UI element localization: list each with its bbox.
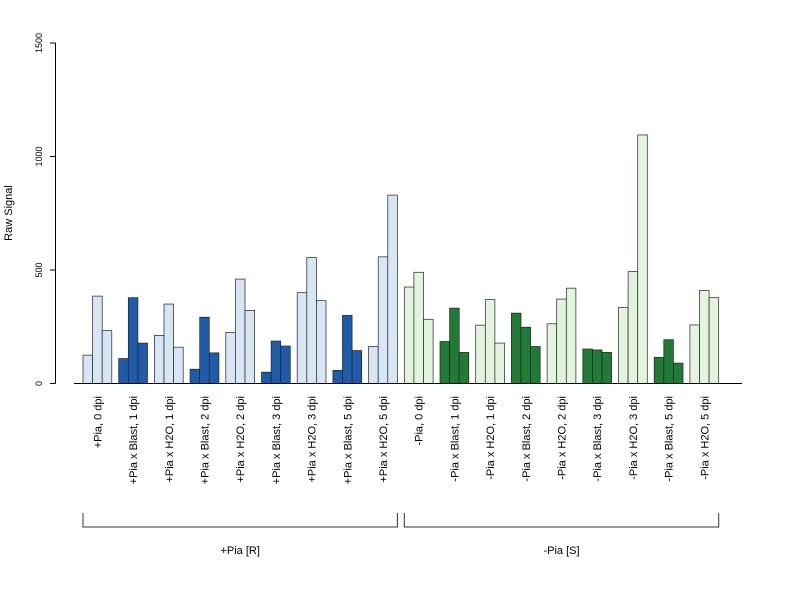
- x-tick-label: -Pia x Blast, 1 dpi: [449, 396, 461, 482]
- bar: [351, 350, 363, 384]
- bar: [127, 297, 139, 384]
- bar: [342, 315, 353, 384]
- x-tick-label: +Pia x H2O, 1 dpi: [164, 396, 176, 483]
- bar: [368, 346, 379, 384]
- bar: [708, 297, 720, 384]
- x-tick-label: +Pia, 0 dpi: [92, 396, 104, 448]
- bar: [296, 292, 308, 384]
- bar: [582, 348, 593, 384]
- bar: [653, 357, 665, 384]
- x-tick-label: -Pia x H2O, 2 dpi: [557, 396, 569, 480]
- bar: [699, 290, 710, 384]
- bar: [511, 312, 522, 384]
- x-tick-label: -Pia x H2O, 1 dpi: [485, 396, 497, 480]
- bar: [494, 342, 505, 384]
- x-tick-label: +Pia x H2O, 2 dpi: [235, 396, 247, 483]
- y-tick-label: 1000: [34, 146, 44, 166]
- x-tick-label: -Pia x Blast, 2 dpi: [521, 396, 533, 482]
- bar: [137, 342, 148, 384]
- bar: [261, 371, 272, 384]
- bar: [163, 303, 174, 384]
- bar: [475, 324, 486, 384]
- bar: [627, 271, 639, 384]
- bar: [235, 278, 246, 384]
- bar: [208, 352, 220, 384]
- bar: [530, 346, 541, 384]
- bar: [439, 341, 450, 384]
- bar: [556, 298, 567, 384]
- y-tick-label: 500: [34, 262, 44, 277]
- bar: [601, 352, 612, 384]
- group-label: -Pia [S]: [543, 545, 579, 557]
- bar: [101, 330, 113, 384]
- x-tick-label: +Pia x Blast, 2 dpi: [200, 396, 212, 484]
- bar: [520, 326, 531, 384]
- x-tick-label: +Pia x H2O, 5 dpi: [378, 396, 390, 483]
- x-tick-label: -Pia x Blast, 3 dpi: [592, 396, 604, 482]
- group-brackets: +Pia [R] -Pia [S]: [82, 513, 720, 557]
- x-tick-label: +Pia x Blast, 3 dpi: [271, 396, 283, 484]
- bar: [449, 307, 460, 384]
- bar: [280, 345, 291, 384]
- bar: [306, 257, 317, 384]
- x-tick-label: +Pia x Blast, 5 dpi: [342, 396, 354, 484]
- x-tick-labels: +Pia, 0 dpi +Pia x Blast, 1 dpi +Pia x H2O…: [92, 396, 711, 484]
- y-axis: 0 500 1000 1500: [34, 33, 56, 386]
- group-label: +Pia [R]: [220, 545, 259, 557]
- bar: [82, 354, 93, 384]
- bar: [565, 287, 577, 384]
- bar: [92, 295, 103, 384]
- bar: [484, 299, 496, 384]
- x-tick-label: +Pia x Blast, 1 dpi: [128, 396, 140, 484]
- bar: [673, 362, 684, 384]
- bar: [458, 352, 470, 384]
- x-tick-label: -Pia x Blast, 5 dpi: [664, 396, 676, 482]
- bar: [689, 324, 700, 384]
- bar: [244, 310, 255, 384]
- group-bracket: [403, 513, 720, 528]
- bar: [387, 194, 398, 384]
- bar: [546, 323, 558, 384]
- bar: [423, 318, 434, 384]
- bar: [173, 346, 184, 384]
- x-tick-label: +Pia x H2O, 3 dpi: [307, 396, 319, 483]
- bar: [225, 332, 236, 384]
- bar: [270, 340, 282, 384]
- bars: [82, 134, 720, 384]
- group-bracket: [82, 513, 398, 528]
- bar: [154, 335, 165, 384]
- bar: [592, 349, 603, 384]
- bar: [618, 307, 629, 384]
- bar: [332, 369, 343, 384]
- bar: [377, 256, 389, 384]
- bar: [663, 339, 674, 384]
- bar: [189, 368, 201, 384]
- x-tick-label: -Pia x H2O, 5 dpi: [699, 396, 711, 480]
- bar: [637, 134, 648, 384]
- bar: [118, 358, 129, 384]
- bar: [413, 271, 424, 384]
- x-tick-label: -Pia, 0 dpi: [414, 396, 426, 446]
- x-tick-label: -Pia x H2O, 3 dpi: [628, 396, 640, 480]
- bar: [403, 286, 415, 384]
- bar: [199, 316, 210, 384]
- y-tick-label: 1500: [34, 33, 44, 53]
- y-tick-label: 0: [34, 381, 44, 386]
- bar: [316, 300, 327, 384]
- y-axis-label: Raw Signal: [3, 185, 15, 241]
